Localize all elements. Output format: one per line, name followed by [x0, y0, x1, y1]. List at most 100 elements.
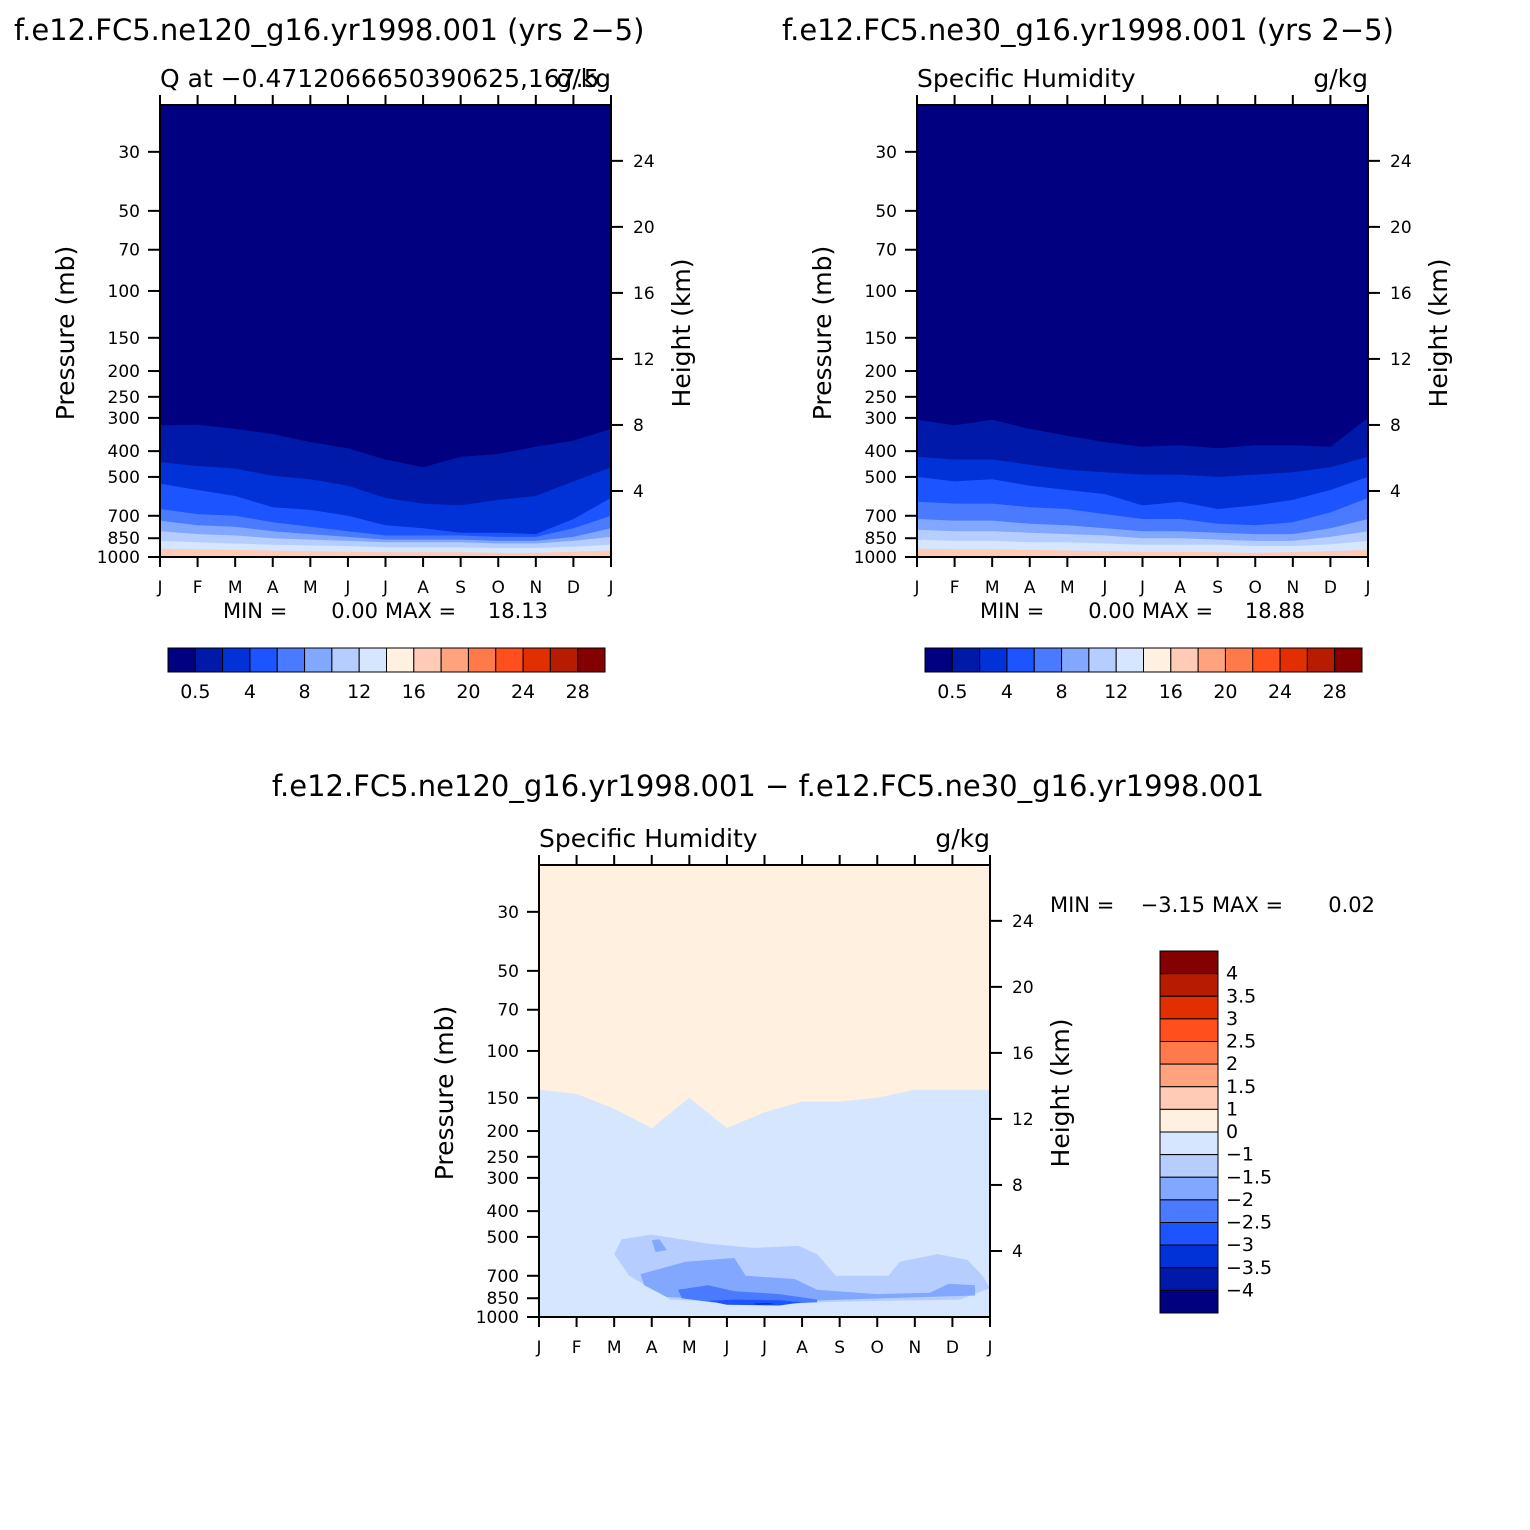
colorbar-label: −2.5: [1226, 1212, 1272, 1234]
y-right-tick-label: 16: [1012, 1044, 1034, 1064]
colorbar-label: 16: [402, 681, 426, 703]
y-right-tick-label: 4: [1390, 482, 1401, 502]
x-tick-label: J: [913, 578, 919, 598]
colorbar-swatch: [1159, 1289, 1219, 1314]
colorbar-swatch: [222, 647, 251, 673]
colorbar-swatch: [1143, 647, 1172, 673]
colorbar-swatch: [1159, 1176, 1219, 1201]
colorbar-swatch: [1306, 647, 1336, 673]
y-right-tick-label: 16: [1390, 284, 1412, 304]
x-tick-label: N: [908, 1338, 921, 1358]
max-value: 18.88: [1245, 599, 1305, 623]
y-right-tick-label: 8: [1012, 1176, 1023, 1196]
y-tick-label: 1000: [97, 548, 140, 568]
y-tick-label: 70: [875, 241, 897, 261]
colorbar-label: 3: [1226, 1008, 1238, 1030]
x-tick-label: M: [1060, 578, 1075, 598]
colorbar-swatch: [276, 647, 306, 673]
max-label: MAX =: [385, 599, 456, 623]
x-tick-label: J: [156, 578, 162, 598]
colorbar-swatch: [1159, 1222, 1219, 1246]
x-tick-label: N: [1286, 578, 1299, 598]
y-tick-label: 700: [487, 1267, 519, 1287]
colorbar-swatch: [1159, 1108, 1219, 1133]
x-tick-label: D: [567, 578, 580, 598]
y-tick-label: 1000: [476, 1308, 519, 1328]
panel-subtitle: Specific Humidity: [539, 824, 758, 853]
y-right-tick-label: 8: [1390, 416, 1401, 436]
y-tick-label: 300: [865, 409, 897, 429]
colorbar-label: −1: [1226, 1144, 1254, 1166]
y-tick-label: 100: [487, 1042, 519, 1062]
x-tick-label: A: [796, 1338, 808, 1358]
colorbar-swatch: [951, 647, 981, 673]
max-value: 0.02: [1328, 893, 1375, 917]
colorbar-swatch: [1159, 1018, 1219, 1042]
y-tick-label: 700: [865, 507, 897, 527]
y-tick-label: 400: [487, 1202, 519, 1222]
max-value: 18.13: [488, 599, 548, 623]
x-tick-label: F: [950, 578, 960, 598]
y-tick-label: 150: [865, 329, 897, 349]
y-tick-label: 250: [865, 388, 897, 408]
colorbar-swatch: [467, 647, 497, 673]
colorbar-label: 12: [347, 681, 371, 703]
max-label: MAX =: [1212, 893, 1283, 917]
top-left-title: f.e12.FC5.ne120_g16.yr1998.001 (yrs 2−5): [14, 13, 644, 47]
colorbar: 0.5 4 8 12 16 20 24 28: [924, 647, 1363, 703]
colorbar-swatch: [1088, 647, 1117, 673]
y-tick-label: 50: [875, 202, 897, 222]
x-tick-label: M: [682, 1338, 697, 1358]
colorbar-swatch: [1159, 1199, 1219, 1223]
colorbar-swatch: [331, 647, 360, 673]
y-right-tick-label: 20: [633, 218, 655, 238]
top-right-title: f.e12.FC5.ne30_g16.yr1998.001 (yrs 2−5): [782, 13, 1394, 47]
x-tick-label: J: [761, 1338, 767, 1358]
colorbar-swatch: [1033, 647, 1063, 673]
colorbar-label: 8: [299, 681, 311, 703]
y-tick-label: 500: [108, 468, 140, 488]
panel-ne120: Q at −0.4712066650390625,167.5g/kg J F M A M J…: [51, 64, 696, 703]
y-tick-label: 1000: [854, 548, 897, 568]
min-value: −3.15: [1141, 893, 1205, 917]
x-tick-label: M: [607, 1338, 622, 1358]
x-tick-label: A: [267, 578, 279, 598]
contour-band: [917, 548, 1368, 557]
colorbar-swatch: [1224, 647, 1254, 673]
colorbar-label: 12: [1104, 681, 1128, 703]
y-tick-label: 250: [108, 388, 140, 408]
y-tick-label: 150: [108, 329, 140, 349]
colorbar-swatch: [522, 647, 551, 673]
panel-subtitle: Q at −0.4712066650390625,167.5: [160, 64, 600, 93]
y-right-tick-label: 24: [1390, 152, 1412, 172]
colorbar-swatch: [1279, 647, 1308, 673]
y-right-tick-label: 20: [1390, 218, 1412, 238]
y-right-tick-label: 4: [1012, 1242, 1023, 1262]
bottom-title: f.e12.FC5.ne120_g16.yr1998.001 − f.e12.F…: [272, 769, 1264, 803]
y-tick-label: 100: [108, 282, 140, 302]
y-tick-label: 30: [118, 143, 140, 163]
colorbar-swatch: [1159, 1244, 1219, 1269]
colorbar-swatch: [1159, 995, 1219, 1020]
colorbar-swatch: [1159, 1131, 1219, 1156]
colorbar-label: −1.5: [1226, 1166, 1272, 1188]
x-tick-label: J: [382, 578, 388, 598]
y-tick-label: 850: [108, 529, 140, 549]
y-tick-label: 70: [118, 241, 140, 261]
colorbar-swatch: [577, 647, 606, 673]
x-tick-label: J: [344, 578, 350, 598]
colorbar-label: 20: [1213, 681, 1237, 703]
y-right-tick-label: 24: [1012, 912, 1034, 932]
colorbar-label: 2.5: [1226, 1031, 1256, 1053]
colorbar-label: 4: [1226, 963, 1238, 985]
plot-area: [917, 105, 1368, 557]
y-tick-label: 30: [497, 903, 519, 923]
colorbar-label: 3.5: [1226, 985, 1256, 1007]
max-label: MAX =: [1142, 599, 1213, 623]
y-tick-label: 850: [487, 1289, 519, 1309]
colorbar-swatch: [1252, 647, 1281, 673]
y-tick-label: 150: [487, 1089, 519, 1109]
colorbar-swatch: [1006, 647, 1035, 673]
units-label: g/kg: [556, 64, 611, 93]
